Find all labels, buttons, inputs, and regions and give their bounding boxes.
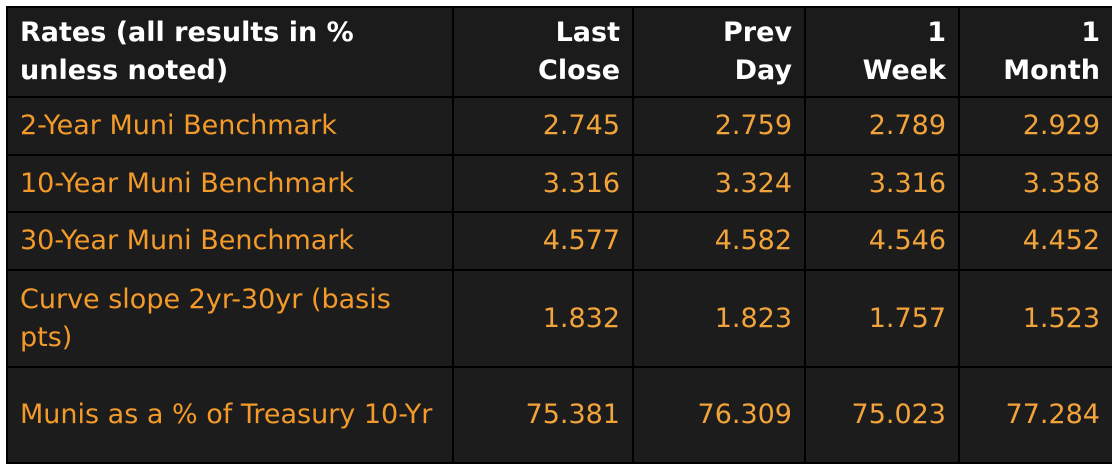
table-row: 10-Year Muni Benchmark 3.316 3.324 3.316 3.3… [8,156,1112,212]
rate-value: 2.929 [960,98,1112,155]
rate-value: 2.759 [634,98,804,155]
row-label: 30-Year Muni Benchmark [8,213,452,270]
column-header: Prev Day [634,8,804,96]
rate-value: 75.381 [454,367,632,462]
rates-table-panel: Rates (all results in % unless noted) Las… [6,6,1112,464]
header-text: 1 Month [1003,17,1100,86]
rate-value: 75.023 [806,367,958,462]
rates-table: Rates (all results in % unless noted) Las… [6,6,1114,464]
rate-value: 4.452 [960,213,1112,270]
table-row: 30-Year Muni Benchmark 4.577 4.582 4.546 4.4… [8,213,1112,270]
rate-value: 1.832 [454,271,632,366]
header-row: Rates (all results in % unless noted) Las… [8,8,1112,96]
table-row: Munis as a % of Treasury 10-Yr 75.381 76.3… [8,367,1112,462]
column-header: Last Close [454,8,632,96]
header-text: 1 Week [862,17,946,86]
rate-value: 4.546 [806,213,958,270]
rate-value: 3.358 [960,156,1112,212]
row-label: Munis as a % of Treasury 10-Yr [8,367,452,462]
rate-value: 77.284 [960,367,1112,462]
header-label: Rates (all results in % unless noted) [8,8,452,96]
rate-value: 1.757 [806,271,958,366]
table-row: 2-Year Muni Benchmark 2.745 2.759 2.789 2.92… [8,98,1112,155]
rate-value: 2.745 [454,98,632,155]
header-text: Prev Day [722,17,792,86]
rate-value: 3.316 [806,156,958,212]
rate-value: 76.309 [634,367,804,462]
rate-value: 2.789 [806,98,958,155]
rate-value: 1.823 [634,271,804,366]
table-body: 2-Year Muni Benchmark 2.745 2.759 2.789 2.92… [8,98,1112,462]
row-label: 10-Year Muni Benchmark [8,156,452,212]
row-label: 2-Year Muni Benchmark [8,98,452,155]
column-header: 1 Week [806,8,958,96]
rate-value: 4.582 [634,213,804,270]
rate-value: 1.523 [960,271,1112,366]
rate-value: 3.324 [634,156,804,212]
header-text: Last Close [538,17,621,86]
rate-value: 4.577 [454,213,632,270]
rate-value: 3.316 [454,156,632,212]
column-header: 1 Month [960,8,1112,96]
table-row: Curve slope 2yr-30yr (basis pts) 1.832 1.8… [8,271,1112,366]
row-label: Curve slope 2yr-30yr (basis pts) [8,271,452,366]
header-text: Rates (all results in % unless noted) [20,17,354,86]
